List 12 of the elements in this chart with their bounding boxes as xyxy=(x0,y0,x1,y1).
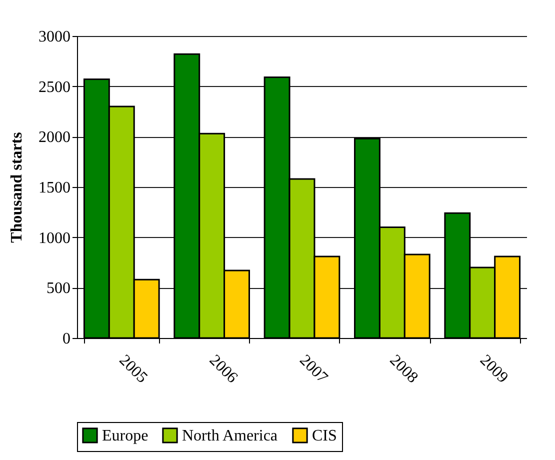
y-tick-label: 0 xyxy=(62,330,70,348)
y-tick-label: 2000 xyxy=(38,129,70,146)
legend-label: North America xyxy=(182,427,278,444)
y-tick-label: 500 xyxy=(46,280,70,298)
y-tick-label: 1000 xyxy=(38,230,70,247)
y-tick-label: 3000 xyxy=(38,28,70,46)
x-tick-label: 2007 xyxy=(296,352,331,386)
y-axis-title: Thousand starts xyxy=(8,132,26,243)
y-tick-label: 1500 xyxy=(38,180,70,196)
legend-label: CIS xyxy=(312,427,337,444)
y-tick-label: 2500 xyxy=(38,78,70,96)
legend-label: Europe xyxy=(102,427,148,444)
